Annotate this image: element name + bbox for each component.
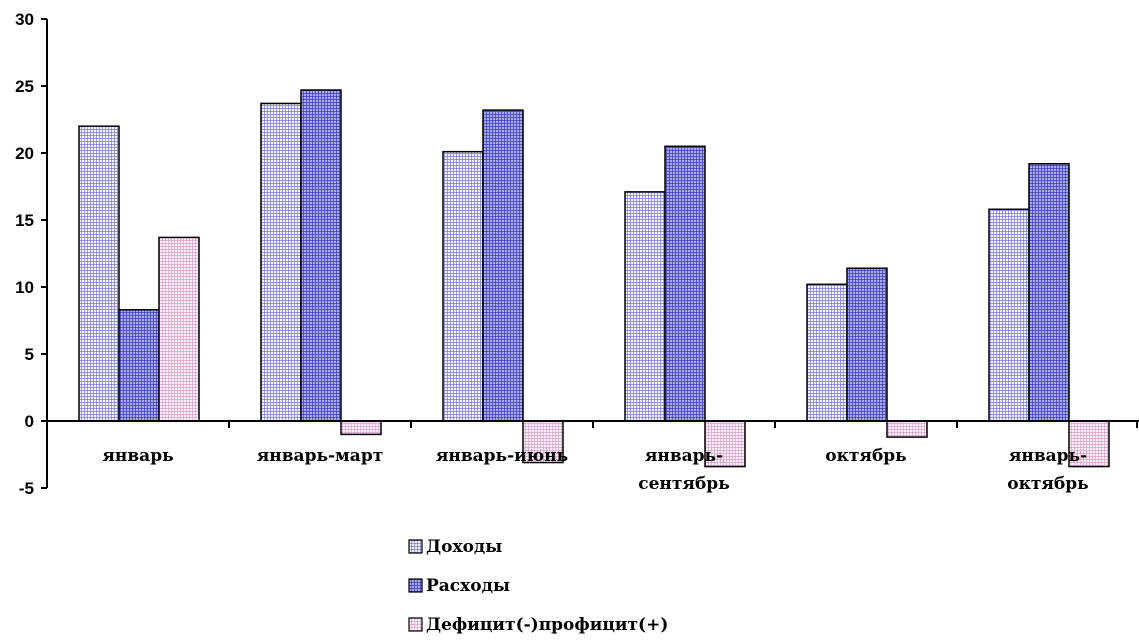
bar-expenses — [664, 145, 706, 422]
x-tick-label: январь — [102, 446, 173, 466]
bar-balance — [340, 420, 382, 436]
legend-swatch — [408, 578, 423, 593]
x-tick-label: октябрь — [825, 446, 906, 466]
bar-balance — [886, 420, 928, 438]
legend-swatch — [408, 539, 423, 554]
bar-income — [624, 191, 666, 422]
x-tick-label: октябрь — [1007, 474, 1088, 494]
legend: Доходы Расходы Дефицит(-)профицит(+) — [408, 537, 668, 635]
x-tick-label: январь-июнь — [436, 446, 568, 466]
legend-swatch — [408, 617, 423, 632]
bar-expenses — [846, 267, 888, 422]
bar-expenses — [482, 109, 524, 422]
bar-income — [78, 125, 120, 422]
legend-label: Расходы — [426, 576, 510, 596]
x-tick-label: январь- — [1009, 446, 1087, 466]
y-tick-label: -5 — [19, 479, 34, 498]
bar-income — [260, 102, 302, 422]
bar-income — [442, 150, 484, 422]
bar-balance — [704, 420, 746, 468]
legend-label: Доходы — [426, 537, 502, 557]
y-tick-label: 25 — [15, 77, 34, 96]
bar-income — [988, 208, 1030, 422]
y-axis: 30 25 20 15 10 5 0 -5 — [15, 10, 48, 498]
x-tick-label: сентябрь — [638, 474, 729, 494]
y-tick-label: 0 — [25, 412, 34, 431]
bar-income — [806, 283, 848, 422]
legend-item: Доходы — [408, 537, 502, 557]
y-tick-label: 15 — [15, 211, 34, 230]
legend-item: Расходы — [408, 576, 510, 596]
y-tick-label: 20 — [15, 144, 34, 163]
bars — [78, 89, 1110, 468]
y-tick-label: 30 — [15, 10, 34, 29]
legend-label: Дефицит(-)профицит(+) — [426, 615, 668, 635]
bar-expenses — [1028, 162, 1070, 422]
legend-item: Дефицит(-)профицит(+) — [408, 615, 668, 635]
x-tick-label: январь- — [645, 446, 723, 466]
x-tick-label: январь-март — [257, 446, 384, 466]
y-tick-label: 5 — [25, 345, 34, 364]
x-axis: январь январь-март январь-июнь январь-сентя… — [47, 420, 1139, 494]
bar-expenses — [300, 89, 342, 422]
bar-balance — [158, 236, 200, 422]
y-tick-label: 10 — [15, 278, 34, 297]
bar-expenses — [118, 309, 160, 422]
